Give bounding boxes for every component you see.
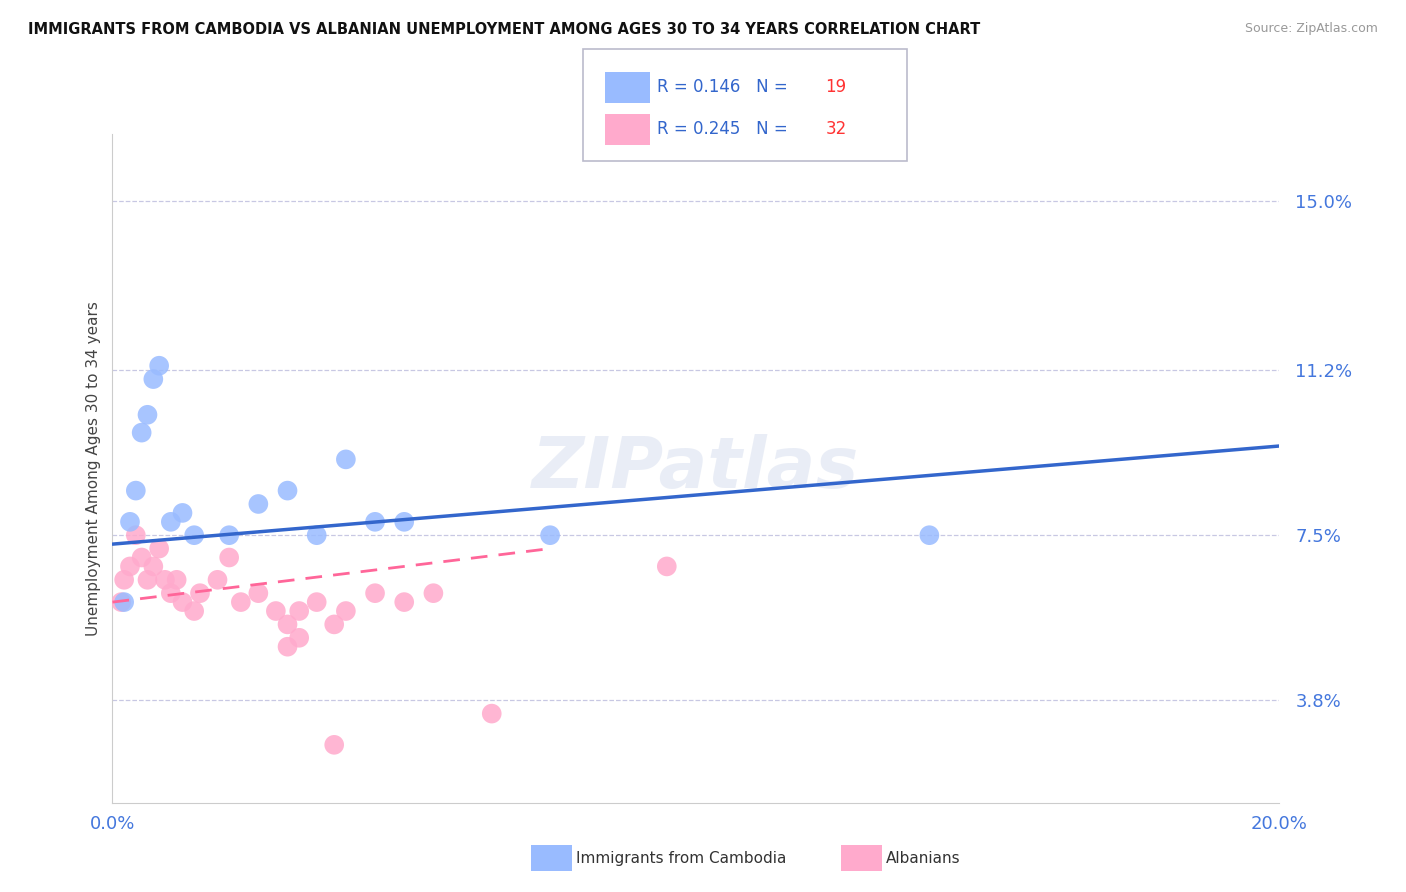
Point xyxy=(264,604,287,618)
Point xyxy=(364,586,387,600)
Point xyxy=(655,559,678,574)
Text: 19: 19 xyxy=(825,78,846,96)
Point xyxy=(247,586,270,600)
Point xyxy=(131,425,153,440)
Text: Source: ZipAtlas.com: Source: ZipAtlas.com xyxy=(1244,22,1378,36)
Point xyxy=(364,515,387,529)
Point xyxy=(166,573,188,587)
Point xyxy=(148,541,170,556)
Point xyxy=(153,573,176,587)
Text: IMMIGRANTS FROM CAMBODIA VS ALBANIAN UNEMPLOYMENT AMONG AGES 30 TO 34 YEARS CORR: IMMIGRANTS FROM CAMBODIA VS ALBANIAN UNE… xyxy=(28,22,980,37)
Point xyxy=(110,595,132,609)
Point xyxy=(335,452,357,467)
Point xyxy=(218,528,240,542)
Point xyxy=(136,573,159,587)
Y-axis label: Unemployment Among Ages 30 to 34 years: Unemployment Among Ages 30 to 34 years xyxy=(86,301,101,636)
Point xyxy=(422,586,444,600)
Text: R = 0.146   N =: R = 0.146 N = xyxy=(657,78,793,96)
Point xyxy=(148,359,170,373)
Point xyxy=(118,559,141,574)
Point xyxy=(218,550,240,565)
Point xyxy=(136,408,159,422)
Point xyxy=(207,573,229,587)
Point xyxy=(276,483,298,498)
Point xyxy=(183,604,205,618)
Text: Albanians: Albanians xyxy=(886,851,960,865)
Point xyxy=(276,640,298,654)
Text: R = 0.245   N =: R = 0.245 N = xyxy=(657,120,793,138)
Point xyxy=(392,595,416,609)
Point xyxy=(323,617,346,632)
Point xyxy=(323,738,346,752)
Point xyxy=(481,706,503,721)
Point xyxy=(229,595,252,609)
Point xyxy=(335,604,357,618)
Point xyxy=(125,483,148,498)
Point xyxy=(538,528,561,542)
Point xyxy=(112,573,135,587)
Point xyxy=(172,595,194,609)
Point xyxy=(392,515,416,529)
Text: Immigrants from Cambodia: Immigrants from Cambodia xyxy=(576,851,787,865)
Point xyxy=(276,617,298,632)
Point xyxy=(160,586,183,600)
Point xyxy=(131,550,153,565)
Point xyxy=(142,559,165,574)
Point xyxy=(112,595,135,609)
Point xyxy=(142,372,165,386)
Point xyxy=(188,586,211,600)
Point xyxy=(288,604,311,618)
Point xyxy=(247,497,270,511)
Point xyxy=(305,528,328,542)
Point xyxy=(183,528,205,542)
Point xyxy=(918,528,941,542)
Point xyxy=(305,595,328,609)
Point xyxy=(118,515,141,529)
Text: ZIPatlas: ZIPatlas xyxy=(533,434,859,503)
Text: 32: 32 xyxy=(825,120,846,138)
Point xyxy=(288,631,311,645)
Point xyxy=(125,528,148,542)
Point xyxy=(160,515,183,529)
Point xyxy=(172,506,194,520)
